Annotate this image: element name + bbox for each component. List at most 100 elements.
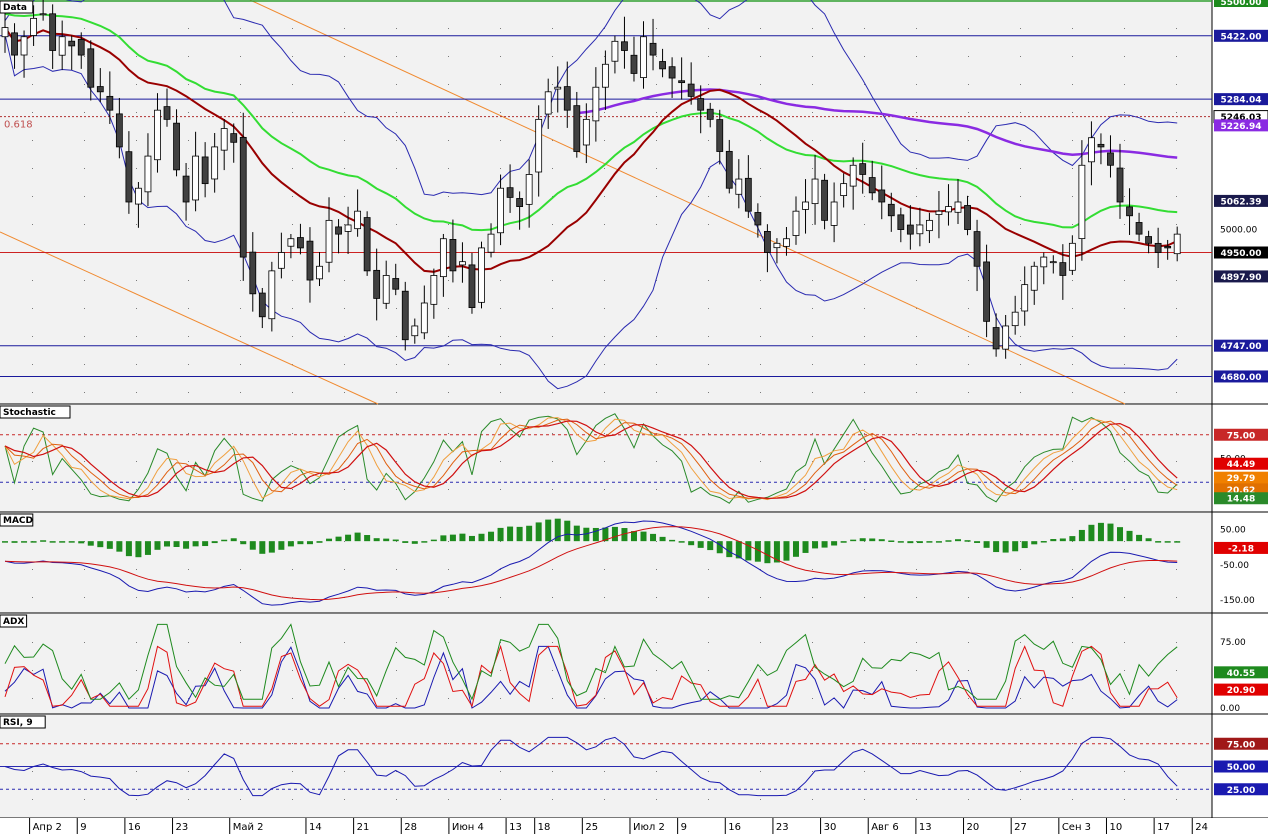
- candle-body[interactable]: [125, 151, 133, 203]
- candle-body[interactable]: [230, 133, 238, 143]
- candle-body[interactable]: [897, 214, 905, 230]
- candle-body[interactable]: [211, 146, 219, 180]
- candle-body[interactable]: [58, 36, 66, 56]
- candle-body[interactable]: [478, 247, 485, 303]
- candle-body[interactable]: [182, 175, 190, 203]
- candle-body[interactable]: [945, 206, 952, 213]
- candle-body[interactable]: [1030, 265, 1038, 291]
- candle-body[interactable]: [592, 86, 600, 122]
- candle-body[interactable]: [821, 179, 828, 221]
- candle-body[interactable]: [563, 86, 571, 111]
- candle-body[interactable]: [525, 174, 533, 205]
- candle-body[interactable]: [725, 150, 733, 189]
- candle-body[interactable]: [1078, 164, 1086, 240]
- candle-body[interactable]: [573, 105, 581, 152]
- candle-body[interactable]: [1011, 311, 1019, 327]
- candle-body[interactable]: [468, 264, 476, 308]
- candle-body[interactable]: [706, 108, 714, 120]
- candle-body[interactable]: [401, 290, 409, 341]
- candle-body[interactable]: [220, 128, 228, 151]
- candle-body[interactable]: [783, 238, 790, 247]
- candle-body[interactable]: [792, 210, 800, 236]
- candle-body[interactable]: [49, 13, 57, 51]
- candle-body[interactable]: [868, 177, 876, 194]
- candle-body[interactable]: [1145, 236, 1152, 244]
- candle-body[interactable]: [297, 237, 304, 249]
- candle-body[interactable]: [249, 251, 257, 295]
- candle-body[interactable]: [983, 261, 990, 322]
- candle-body[interactable]: [430, 275, 438, 305]
- candle-body[interactable]: [420, 302, 428, 334]
- candle-body[interactable]: [497, 187, 504, 234]
- candle-body[interactable]: [764, 231, 771, 253]
- candle-body[interactable]: [716, 119, 724, 152]
- candle-body[interactable]: [630, 54, 638, 74]
- candle-body[interactable]: [239, 136, 247, 258]
- candle-body[interactable]: [96, 86, 104, 93]
- candle-body[interactable]: [1107, 152, 1114, 166]
- candle-body[interactable]: [840, 183, 848, 196]
- candle-body[interactable]: [916, 224, 924, 235]
- candle-body[interactable]: [1002, 325, 1010, 350]
- candle-body[interactable]: [582, 118, 590, 146]
- candle-body[interactable]: [544, 91, 552, 115]
- candle-body[interactable]: [487, 233, 495, 253]
- candle-body[interactable]: [277, 252, 285, 269]
- candle-body[interactable]: [697, 98, 705, 111]
- candle-body[interactable]: [649, 42, 657, 56]
- candle-body[interactable]: [268, 270, 276, 320]
- candle-body[interactable]: [115, 113, 123, 148]
- candle-body[interactable]: [1, 27, 9, 38]
- candle-body[interactable]: [1126, 206, 1133, 217]
- candle-body[interactable]: [601, 63, 609, 88]
- candle-body[interactable]: [621, 41, 628, 51]
- candle-body[interactable]: [1021, 284, 1029, 312]
- candle-body[interactable]: [554, 86, 562, 90]
- candle-body[interactable]: [344, 224, 352, 232]
- stochastic-pane[interactable]: [0, 405, 1212, 512]
- candle-body[interactable]: [516, 198, 524, 207]
- candle-body[interactable]: [11, 32, 18, 56]
- candle-body[interactable]: [802, 201, 809, 210]
- candle-body[interactable]: [135, 187, 142, 205]
- candle-body[interactable]: [1097, 143, 1105, 148]
- candle-body[interactable]: [449, 238, 457, 272]
- candle-body[interactable]: [887, 203, 895, 217]
- candle-body[interactable]: [1059, 262, 1067, 276]
- candle-body[interactable]: [316, 265, 323, 280]
- candle-body[interactable]: [87, 48, 95, 88]
- candle-body[interactable]: [754, 212, 762, 226]
- candle-body[interactable]: [144, 155, 152, 193]
- candle-body[interactable]: [926, 219, 933, 232]
- candle-body[interactable]: [964, 205, 971, 230]
- candle-body[interactable]: [830, 201, 838, 226]
- candle-body[interactable]: [878, 189, 886, 203]
- candle-body[interactable]: [325, 219, 333, 263]
- candle-body[interactable]: [201, 156, 209, 185]
- candle-body[interactable]: [163, 106, 171, 120]
- candle-body[interactable]: [659, 61, 666, 70]
- candle-body[interactable]: [611, 40, 619, 62]
- candle-body[interactable]: [1173, 233, 1181, 255]
- candle-body[interactable]: [106, 95, 114, 111]
- candle-body[interactable]: [77, 39, 85, 56]
- candle-body[interactable]: [68, 40, 76, 47]
- candle-body[interactable]: [640, 36, 647, 78]
- candle-body[interactable]: [258, 292, 266, 318]
- candle-body[interactable]: [535, 118, 543, 173]
- candle-body[interactable]: [1088, 137, 1095, 163]
- candle-body[interactable]: [39, 13, 47, 16]
- candle-body[interactable]: [335, 226, 342, 235]
- candle-body[interactable]: [20, 36, 28, 56]
- candle-body[interactable]: [668, 66, 676, 79]
- candle-body[interactable]: [992, 327, 1000, 350]
- candle-body[interactable]: [1049, 261, 1057, 264]
- candle-body[interactable]: [382, 275, 390, 304]
- candle-body[interactable]: [459, 261, 466, 266]
- candle-body[interactable]: [1154, 242, 1162, 253]
- candle-body[interactable]: [392, 278, 400, 290]
- candle-body[interactable]: [30, 17, 37, 36]
- candle-body[interactable]: [411, 325, 419, 337]
- candle-body[interactable]: [173, 122, 180, 171]
